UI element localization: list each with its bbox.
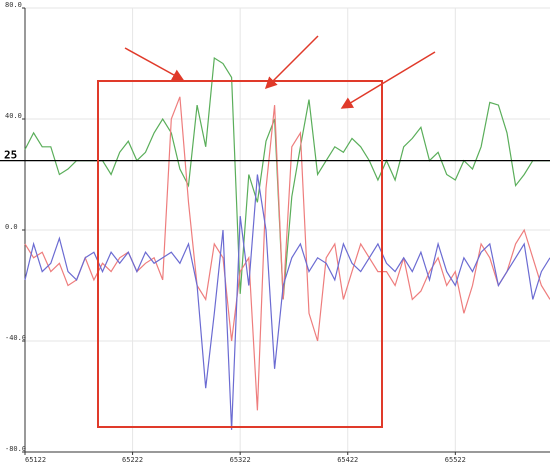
highlight-box [97, 80, 383, 428]
x-tick-label: 65522 [445, 456, 466, 464]
y-tick-label: 0.0 [5, 223, 18, 231]
series-line [24, 96, 550, 411]
x-tick-label: 65422 [337, 456, 358, 464]
reference-label: 25 [4, 149, 17, 162]
annotation [97, 35, 436, 428]
series-line [24, 174, 550, 430]
arrow [264, 35, 319, 90]
x-tick-label: 65322 [230, 456, 251, 464]
y-tick-label: -40.0 [5, 334, 26, 342]
y-tick-label: 80.0 [5, 1, 22, 9]
x-tick-label: 65122 [25, 456, 46, 464]
arrow [124, 47, 185, 81]
y-tick-label: 40.0 [5, 112, 22, 120]
series-line [24, 56, 550, 300]
arrow [340, 51, 436, 109]
x-tick-label: 65222 [122, 456, 143, 464]
y-tick-label: -80.0 [5, 445, 26, 453]
